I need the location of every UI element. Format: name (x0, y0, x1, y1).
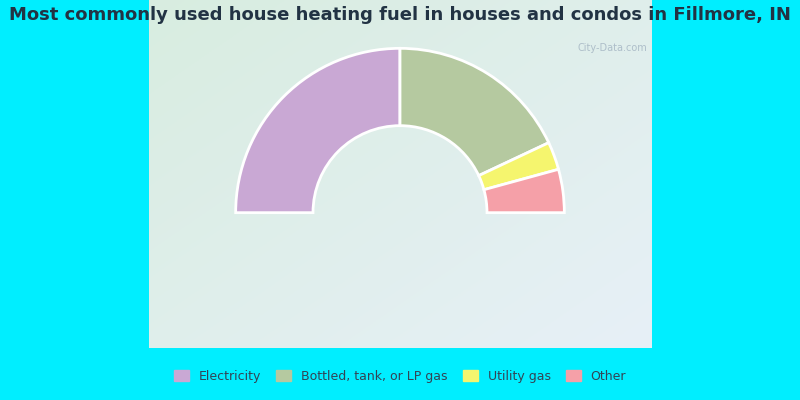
Wedge shape (484, 169, 564, 213)
Text: City-Data.com: City-Data.com (578, 42, 647, 52)
Wedge shape (236, 48, 400, 213)
Wedge shape (478, 143, 558, 190)
Legend: Electricity, Bottled, tank, or LP gas, Utility gas, Other: Electricity, Bottled, tank, or LP gas, U… (170, 366, 630, 387)
Wedge shape (400, 48, 549, 176)
Text: Most commonly used house heating fuel in houses and condos in Fillmore, IN: Most commonly used house heating fuel in… (9, 6, 791, 24)
